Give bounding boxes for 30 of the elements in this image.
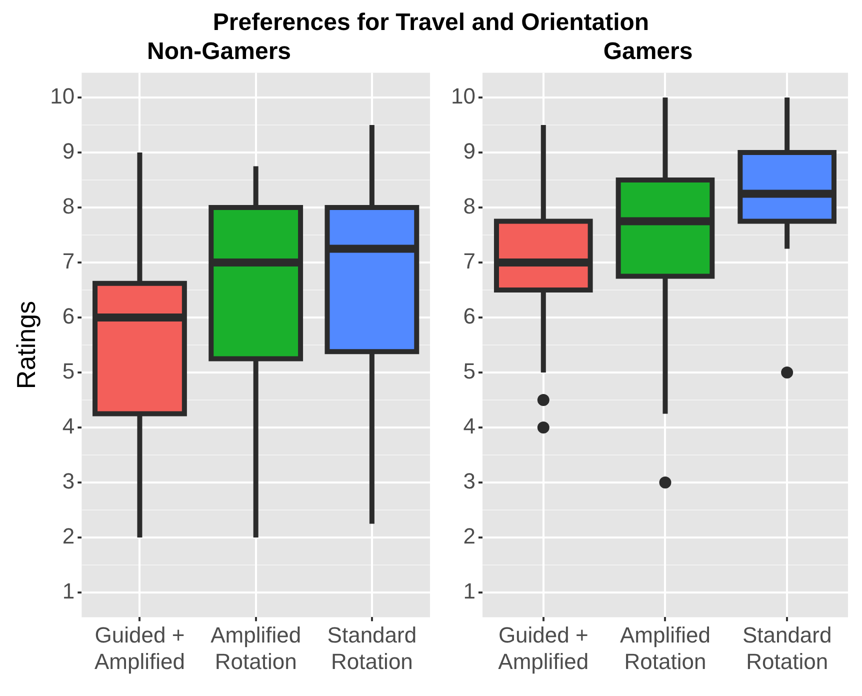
y-tick-label: 2	[62, 524, 75, 549]
x-tick-label: Amplified Rotation	[210, 622, 302, 674]
y-tick-label: 8	[463, 194, 476, 219]
y-tick-label: 9	[463, 138, 476, 164]
y-tick-label: 3	[463, 468, 476, 494]
y-tick-label: 2	[463, 524, 476, 549]
x-tick-label: Amplified Rotation	[620, 622, 710, 674]
y-tick-label: 7	[62, 248, 75, 274]
x-tick-label: Standard Rotation	[742, 622, 832, 674]
chart-subtitle: Non-Gamers	[146, 38, 292, 66]
y-tick-label: 9	[62, 138, 75, 164]
y-tick-label: 7	[463, 248, 476, 274]
y-tick-label: 4	[62, 414, 75, 439]
y-tick-label: 6	[62, 304, 75, 329]
y-tick-label: 6	[463, 304, 476, 329]
y-tick-label: 1	[62, 578, 75, 604]
y-tick-label: 10	[50, 84, 75, 109]
y-tick-label: 1	[463, 578, 476, 604]
y-tick-label: 8	[62, 194, 75, 219]
x-tick-label: Guided + Amplified	[94, 622, 185, 674]
y-tick-label: 10	[450, 84, 476, 109]
y-tick-label: 4	[463, 414, 476, 439]
x-tick-label: Standard Rotation	[327, 622, 417, 674]
y-tick-label: 5	[463, 358, 476, 384]
y-tick-label: 5	[62, 358, 75, 384]
x-tick-label: Guided + Amplified	[498, 622, 589, 674]
chart-subtitle: Gamers	[603, 38, 693, 66]
y-axis-title: Ratings	[10, 300, 41, 390]
y-tick-label: 3	[62, 468, 75, 494]
chart-title: Preferences for Travel and Orientation	[212, 8, 650, 38]
